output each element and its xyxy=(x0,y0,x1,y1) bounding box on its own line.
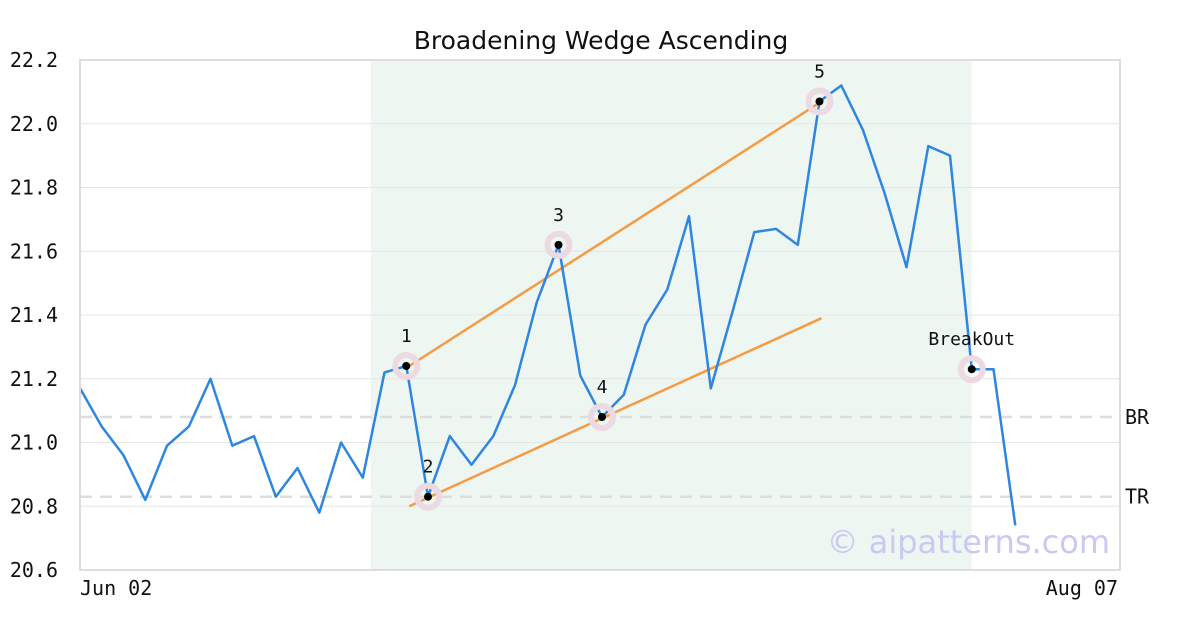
pattern-point-breakout-marker xyxy=(967,365,976,374)
plot-frame xyxy=(79,59,1121,571)
chart-title: Broadening Wedge Ascending xyxy=(414,26,789,55)
y-tick-label: 21.2 xyxy=(10,367,58,391)
pattern-point-4-halo xyxy=(588,403,616,431)
pattern-point-1-halo xyxy=(392,352,421,380)
pattern-point-5-label: 5 xyxy=(814,61,825,82)
pattern-point-1-label: 1 xyxy=(401,326,412,347)
reference-label-br: BR xyxy=(1125,405,1150,429)
trendline-upper xyxy=(408,100,823,368)
pattern-point-3-halo xyxy=(544,230,573,259)
pattern-point-2-halo xyxy=(414,482,442,511)
pattern-point-breakout-halo xyxy=(957,355,986,384)
y-tick-label: 21.4 xyxy=(10,303,58,327)
y-axis-ticks: 20.6 20.8 21.0 21.2 21.4 21.6 21.8 22.0 22.2 xyxy=(10,48,58,582)
pattern-point-1-marker xyxy=(402,362,411,370)
pattern-point-2-marker xyxy=(424,492,432,501)
y-tick-label: 21.8 xyxy=(10,176,58,200)
reference-label-tr: TR xyxy=(1125,485,1150,509)
x-tick-label-last: Aug 07 xyxy=(1046,576,1118,600)
y-tick-label: 20.8 xyxy=(10,494,58,518)
pattern-point-4-marker xyxy=(598,413,606,421)
price-line xyxy=(78,84,1017,526)
pattern-point-5-marker xyxy=(815,97,824,106)
y-tick-label: 22.0 xyxy=(10,112,58,136)
y-tick-label: 21.0 xyxy=(10,431,58,455)
pattern-point-3-label: 3 xyxy=(553,205,564,226)
trendline-lower xyxy=(408,317,823,508)
watermark-text: © aipatterns.com xyxy=(827,523,1110,561)
price-series-layer xyxy=(78,84,1017,526)
pattern-point-3-marker xyxy=(554,240,563,249)
pattern-point-2-label: 2 xyxy=(423,457,434,478)
y-tick-label: 20.6 xyxy=(10,558,58,582)
x-tick-label-first: Jun 02 xyxy=(80,576,152,600)
pattern-points-layer: 1 2 3 4 5 BreakOut xyxy=(392,61,1015,511)
y-tick-label: 21.6 xyxy=(10,239,58,263)
y-tick-label: 22.2 xyxy=(10,48,58,72)
pattern-point-5-halo xyxy=(805,87,834,116)
pattern-point-4-label: 4 xyxy=(597,377,608,398)
trendlines-layer xyxy=(408,100,823,508)
pattern-point-breakout-label: BreakOut xyxy=(928,329,1015,350)
